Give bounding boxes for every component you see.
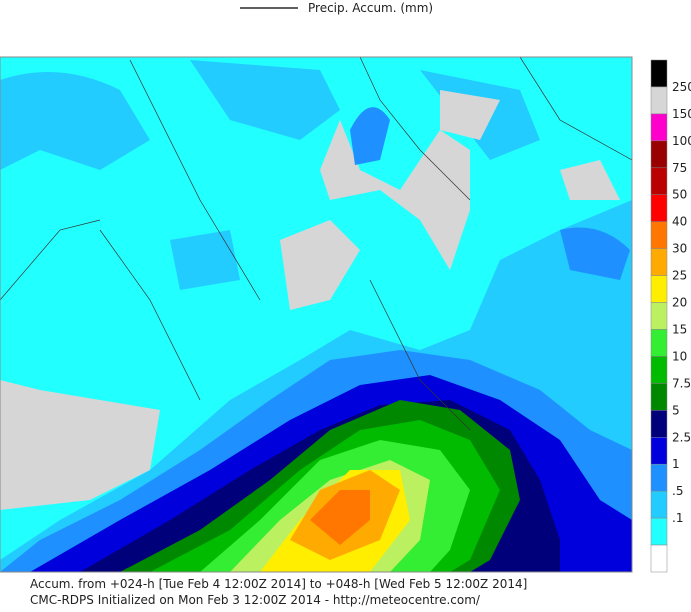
colorbar-label: 40 bbox=[672, 215, 687, 229]
colorbar-label: 30 bbox=[672, 242, 687, 256]
colorbar-swatch bbox=[650, 356, 668, 384]
colorbar-swatch bbox=[650, 410, 668, 438]
footer-line: Accum. from +024-h [Tue Feb 4 12:00Z 201… bbox=[30, 577, 527, 591]
colorbar-swatch bbox=[650, 140, 668, 169]
colorbar-swatch bbox=[650, 544, 668, 573]
colorbar-label: 2.5 bbox=[672, 430, 691, 444]
colorbar-label: 100 bbox=[672, 134, 691, 148]
colorbar-label: 1 bbox=[672, 457, 680, 471]
colorbar-swatch bbox=[650, 113, 668, 142]
legend-label: Precip. Accum. (mm) bbox=[308, 1, 433, 15]
colorbar-swatch bbox=[650, 59, 668, 88]
colorbar-swatch bbox=[650, 329, 668, 357]
colorbar-label: 250 bbox=[672, 80, 691, 94]
colorbar-label: 10 bbox=[672, 349, 687, 363]
colorbar-swatch bbox=[650, 517, 668, 546]
colorbar-swatch bbox=[650, 437, 668, 465]
colorbar-swatch bbox=[650, 463, 668, 492]
colorbar-label: .5 bbox=[672, 484, 683, 498]
colorbar-swatch bbox=[650, 490, 668, 519]
colorbar-swatch bbox=[650, 248, 668, 276]
colorbar-swatch bbox=[650, 383, 668, 411]
colorbar-label: 150 bbox=[672, 107, 691, 121]
colorbar-label: 50 bbox=[672, 188, 687, 202]
colorbar-label: 20 bbox=[672, 296, 687, 310]
colorbar-swatch bbox=[650, 167, 668, 195]
footer-line: CMC-RDPS Initialized on Mon Feb 3 12:00Z… bbox=[30, 593, 481, 607]
colorbar-swatch bbox=[650, 275, 668, 303]
colorbar-label: 25 bbox=[672, 269, 687, 283]
colorbar-swatch bbox=[650, 302, 668, 330]
colorbar-label: 5 bbox=[672, 403, 680, 417]
colorbar-label: 15 bbox=[672, 322, 687, 336]
colorbar-label: .1 bbox=[672, 511, 683, 525]
colorbar-swatch bbox=[650, 86, 668, 115]
colorbar-label: 75 bbox=[672, 161, 687, 175]
map bbox=[0, 56, 633, 573]
colorbar: 250 150 100 75 50 40 30 25 20 15 10 7.5 5 2.5 1 .5 .1 bbox=[650, 59, 691, 573]
colorbar-swatch bbox=[650, 221, 668, 249]
colorbar-swatch bbox=[650, 194, 668, 222]
colorbar-label: 7.5 bbox=[672, 376, 691, 390]
